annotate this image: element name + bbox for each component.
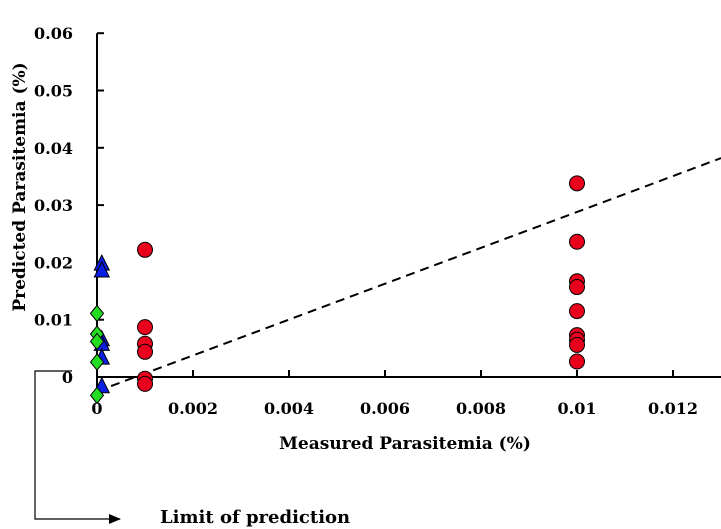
circle-point: [137, 319, 153, 336]
diamond-point: [89, 332, 105, 351]
circle-point: [137, 343, 153, 360]
tick-labels: 0 0.01 0.02 0.03 0.04 0.05 0.06 0 0.002 0.004 0.00…: [34, 24, 698, 418]
circle-point: [569, 279, 585, 296]
x-tick-label: 0.002: [168, 399, 218, 418]
y-tick-label: 0: [62, 368, 73, 387]
x-tick-label: 0.006: [360, 399, 410, 418]
circle-point: [569, 353, 585, 370]
circle-point: [137, 375, 153, 392]
circle-point: [569, 303, 585, 320]
trendline-layer: [96, 157, 721, 393]
triangle-point: [93, 260, 111, 278]
x-axis-title: Measured Parasitemia (%): [279, 434, 531, 454]
y-tick-label: 0.02: [34, 253, 73, 272]
x-tick-label: 0.01: [558, 399, 597, 418]
axes: [96, 32, 721, 400]
y-tick-label: 0.06: [34, 24, 73, 43]
x-tick-label: 0.008: [456, 399, 506, 418]
y-tick-label: 0.01: [34, 311, 73, 330]
diamond-point: [89, 304, 105, 323]
data-points: [89, 175, 585, 405]
y-tick-label: 0.03: [34, 196, 73, 215]
y-axis-title: Predicted Parasitemia (%): [10, 62, 30, 311]
y-tick-label: 0.04: [34, 139, 73, 158]
x-tick-label: 0: [91, 399, 102, 418]
trendline: [96, 157, 721, 393]
circle-point: [137, 241, 153, 258]
diamond-point: [89, 386, 105, 405]
circle-point: [569, 175, 585, 192]
prediction-limit-arrow: [34, 370, 121, 524]
y-tick-label: 0.05: [34, 82, 73, 101]
circle-point: [569, 336, 585, 353]
prediction-limit-label: Limit of prediction: [160, 507, 350, 528]
diamond-point: [89, 353, 105, 371]
x-tick-label: 0.004: [264, 399, 314, 418]
x-tick-label: 0.012: [648, 399, 698, 418]
circle-point: [569, 233, 585, 250]
